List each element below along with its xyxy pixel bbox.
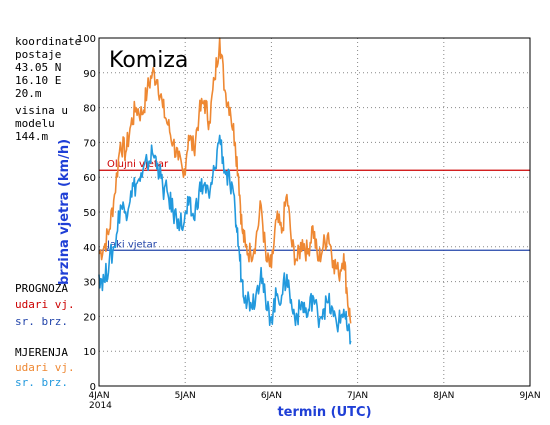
x-tick-label: 8JAN — [433, 391, 454, 401]
series-gust-line — [98, 37, 352, 324]
y-tick-label: 10 — [83, 347, 96, 358]
legend-mjerenja-title: MJERENJA — [15, 346, 68, 359]
x-tick-label: 4JAN — [88, 391, 109, 401]
x-tick-label: 9JAN — [519, 391, 540, 401]
y-tick-label: 80 — [83, 104, 96, 115]
grid — [99, 38, 530, 386]
threshold-label: Olujni vjetar — [107, 159, 169, 170]
station-info-line: visina u — [15, 104, 68, 117]
y-tick-labels: 0 10 20 30 40 50 60 70 80 90 100 — [77, 34, 96, 393]
station-info-line: 43.05 N — [15, 61, 62, 74]
y-tick-label: 70 — [83, 138, 96, 149]
legend-prognoza-gust: udari vj. — [15, 298, 75, 311]
y-tick-label: 60 — [83, 173, 96, 184]
y-tick-label: 30 — [83, 278, 96, 289]
y-tick-label: 50 — [83, 208, 96, 219]
series-mean-line — [98, 134, 352, 345]
plot-frame — [98, 37, 531, 387]
x-axis-label: termin (UTC) — [277, 405, 371, 420]
x-year-label: 2014 — [89, 401, 112, 411]
legend-mjerenja-gust: udari vj. — [15, 361, 75, 374]
station-info-line: 16.10 E — [15, 74, 62, 87]
legend-prognoza-title: PROGNOZA — [15, 282, 68, 295]
y-axis-label: brzina vjetra (km/h) — [57, 139, 72, 285]
threshold-label: Jaki vjetar — [106, 239, 158, 250]
station-info-line: 144.m — [15, 130, 49, 143]
y-tick-label: 100 — [77, 34, 96, 45]
legend-mjerenja-mean: sr. brz. — [15, 376, 68, 389]
y-tick-label: 0 — [90, 382, 96, 393]
y-tick-label: 90 — [83, 69, 96, 80]
station-info-line: koordinate — [15, 35, 82, 48]
x-tick-label: 7JAN — [347, 391, 368, 401]
station-info-line: postaje — [15, 48, 62, 61]
x-tick-labels: 4JAN 5JAN 6JAN 7JAN 8JAN 9JAN — [88, 391, 540, 401]
x-tick-label: 6JAN — [261, 391, 282, 401]
station-info-line: modelu — [15, 117, 55, 130]
legend-prognoza-mean: sr. brz. — [15, 315, 68, 328]
thresholds: Olujni vjetar Jaki vjetar — [99, 159, 530, 251]
station-info: koordinate postaje 43.05 N 16.10 E 20.m visin… — [15, 35, 81, 143]
chart-title: Komiza — [109, 48, 188, 73]
y-tick-label: 40 — [83, 243, 96, 254]
series-lines — [98, 37, 352, 345]
station-info-line: 20.m — [15, 87, 42, 100]
x-tick-label: 5JAN — [175, 391, 196, 401]
y-tick-label: 20 — [83, 312, 96, 323]
